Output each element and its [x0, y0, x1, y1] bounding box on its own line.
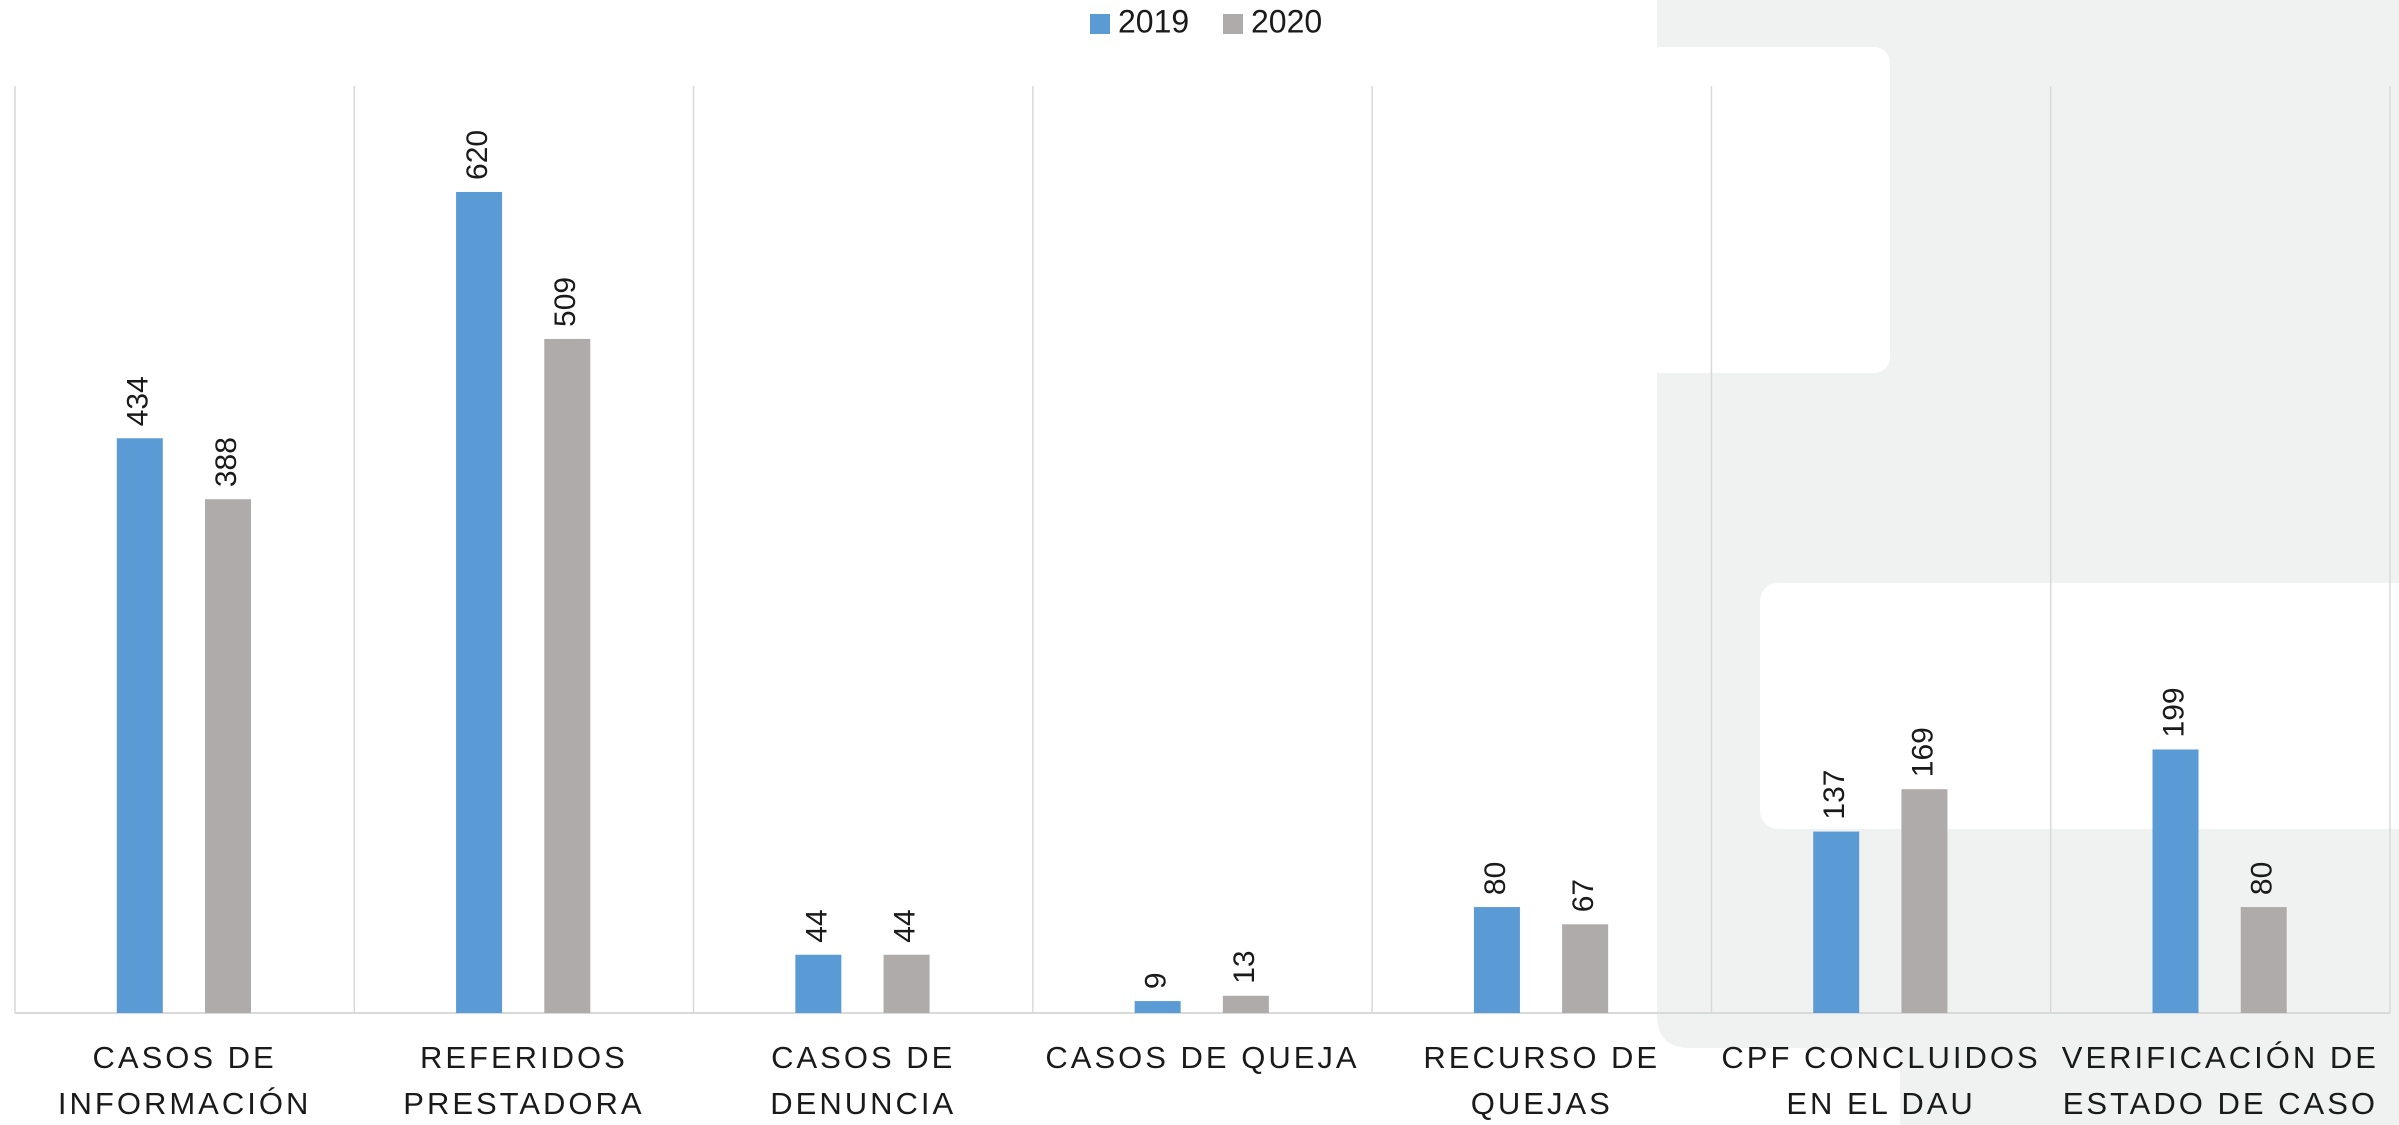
legend-label: 2019: [1118, 3, 1189, 39]
legend-label: 2020: [1251, 3, 1322, 39]
x-tick-label-line: EN EL DAU: [1786, 1086, 1976, 1121]
bar: [1813, 831, 1860, 1013]
x-tick-label-line: QUEJAS: [1471, 1086, 1613, 1121]
data-label: 9: [1140, 972, 1173, 989]
bar: [1562, 924, 1609, 1013]
x-tick-label-line: PRESTADORA: [403, 1086, 644, 1121]
bar: [1134, 1001, 1181, 1013]
bar: [2240, 907, 2287, 1013]
data-label: 44: [800, 909, 833, 942]
data-label: 509: [549, 277, 582, 327]
data-label: 199: [2157, 687, 2190, 737]
x-tick-label: CASOS DE INFORMACIÓN: [58, 1040, 311, 1121]
data-label: 137: [1818, 770, 1851, 820]
bar: [883, 954, 930, 1013]
bar: [205, 499, 251, 1014]
bar: [2152, 749, 2199, 1013]
x-tick-label-line: CASOS DE: [771, 1040, 955, 1075]
data-label: 169: [1906, 727, 1939, 777]
bar: [116, 438, 163, 1013]
legend-swatch: [1223, 14, 1243, 34]
x-tick-label: CPF CONCLUIDOS EN EL DAU: [1721, 1040, 2040, 1121]
bar: [1901, 789, 1948, 1013]
data-label: 434: [122, 376, 155, 426]
x-tick-label-line: CPF CONCLUIDOS: [1721, 1040, 2040, 1075]
data-label: 13: [1228, 950, 1261, 983]
data-label: 44: [888, 909, 921, 942]
data-label: 80: [2246, 862, 2279, 895]
x-tick-label-line: RECURSO DE: [1423, 1040, 1660, 1075]
bar: [1222, 995, 1269, 1013]
bar: [795, 954, 842, 1013]
x-tick-label-line: CASOS DE: [93, 1040, 277, 1075]
bar: [1473, 907, 1520, 1013]
x-tick-label: CASOS DE QUEJA: [1045, 1040, 1359, 1075]
legend-swatch: [1090, 14, 1110, 34]
x-tick-label: REFERIDOS PRESTADORA: [403, 1040, 644, 1121]
x-tick-label-line: ESTADO DE CASO: [2063, 1086, 2378, 1121]
data-label: 67: [1567, 879, 1600, 912]
bar: [544, 338, 591, 1013]
x-tick-label-line: INFORMACIÓN: [58, 1086, 311, 1121]
x-tick-label: VERIFICACIÓN DE ESTADO DE CASO: [2062, 1040, 2379, 1121]
x-tick-label-line: DENUNCIA: [770, 1086, 956, 1121]
bar: [456, 191, 503, 1013]
x-tick-label: RECURSO DE QUEJAS: [1423, 1040, 1660, 1121]
data-label: 620: [461, 130, 494, 180]
data-label: 80: [1479, 862, 1512, 895]
data-label: 388: [210, 437, 243, 487]
x-tick-label-line: CASOS DE QUEJA: [1045, 1040, 1359, 1075]
x-tick-label: CASOS DE DENUNCIA: [770, 1040, 956, 1121]
x-tick-label-line: VERIFICACIÓN DE: [2062, 1040, 2379, 1075]
x-tick-label-line: REFERIDOS: [420, 1040, 628, 1075]
